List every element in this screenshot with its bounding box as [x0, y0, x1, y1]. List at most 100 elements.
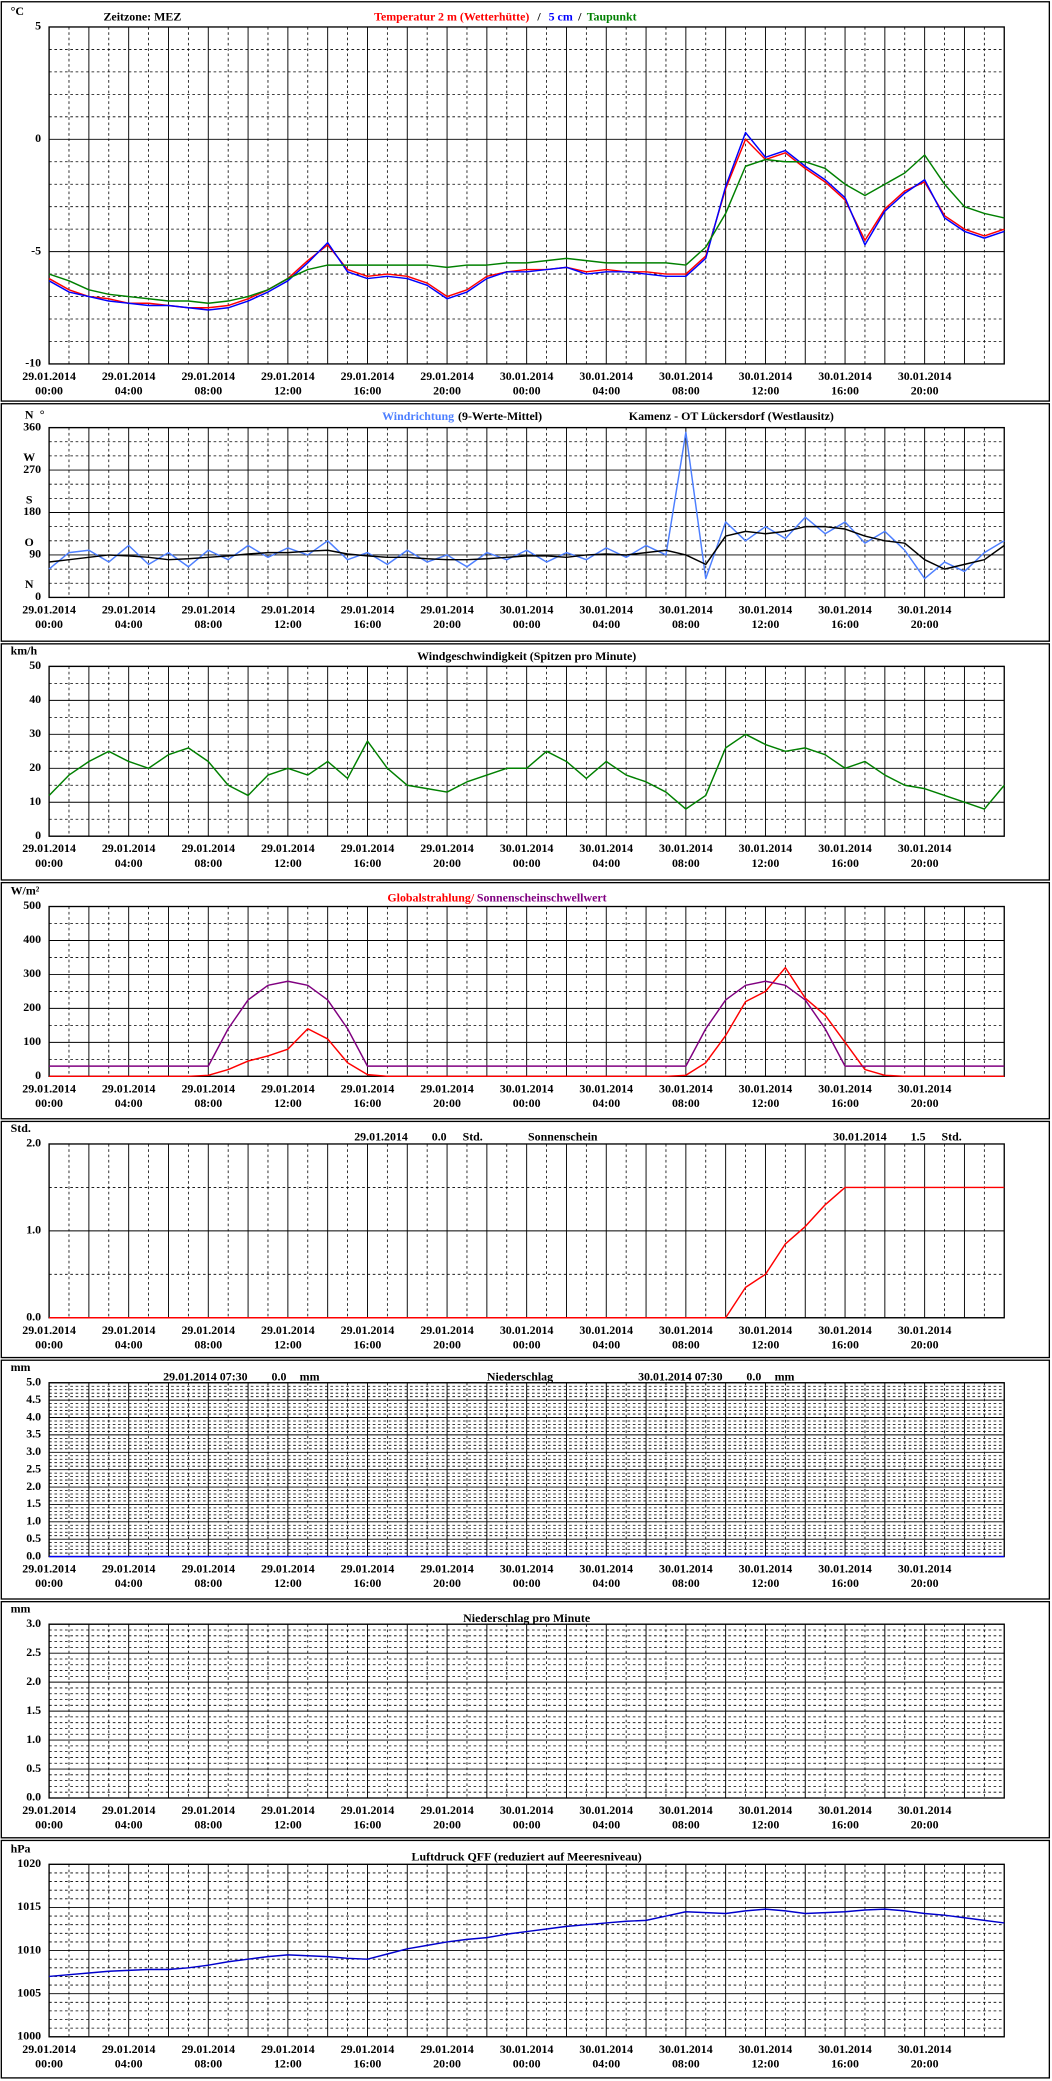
x-tick-date: 29.01.2014: [22, 602, 76, 616]
title-part: Std.: [463, 1129, 483, 1143]
unit-label: W/m²: [11, 884, 40, 898]
panel-frame: [0, 1839, 1051, 2079]
x-tick-time: 12:00: [274, 1096, 302, 1110]
title-part: Taupunkt: [587, 9, 637, 23]
y-tick-label: 1020: [17, 1856, 41, 1870]
x-tick-date: 29.01.2014: [341, 1081, 395, 1095]
x-tick-time: 20:00: [433, 384, 461, 398]
x-tick-time: 04:00: [115, 2056, 143, 2070]
unit-label: Std.: [11, 1121, 31, 1135]
x-tick-date: 29.01.2014: [261, 1562, 315, 1576]
x-tick-date: 30.01.2014: [659, 2042, 713, 2056]
y-tick-label: 400: [23, 932, 41, 946]
x-tick-time: 20:00: [911, 1096, 939, 1110]
y-tick-label: 3.5: [26, 1427, 41, 1441]
x-tick-time: 20:00: [433, 1576, 461, 1590]
y-tick-label: 180: [23, 504, 41, 518]
x-tick-time: 12:00: [752, 384, 780, 398]
x-tick-time: 00:00: [35, 617, 63, 631]
panel-frame: [0, 1600, 1051, 1839]
direction-label: N: [25, 577, 34, 591]
x-tick-date: 30.01.2014: [818, 1323, 872, 1337]
x-tick-date: 29.01.2014: [261, 602, 315, 616]
x-tick-date: 29.01.2014: [102, 369, 156, 383]
x-tick-time: 12:00: [274, 1576, 302, 1590]
unit-label: °C: [11, 4, 24, 18]
x-tick-date: 30.01.2014: [739, 1562, 793, 1576]
unit-label: °: [40, 407, 45, 421]
y-tick-label: 0.0: [26, 1790, 41, 1804]
y-tick-label: 0: [35, 131, 41, 145]
data-line: [48, 431, 1005, 580]
x-tick-date: 29.01.2014: [181, 369, 235, 383]
x-tick-time: 20:00: [911, 2056, 939, 2070]
x-tick-date: 29.01.2014: [181, 1323, 235, 1337]
x-tick-time: 04:00: [592, 2056, 620, 2070]
x-tick-time: 16:00: [354, 1096, 382, 1110]
y-tick-label: 2.5: [26, 1645, 41, 1659]
x-tick-date: 30.01.2014: [579, 841, 633, 855]
x-tick-date: 29.01.2014: [261, 1803, 315, 1817]
x-tick-time: 08:00: [194, 856, 222, 870]
x-tick-date: 29.01.2014: [22, 1803, 76, 1817]
data-line: [48, 525, 1005, 570]
x-tick-date: 30.01.2014: [579, 369, 633, 383]
direction-label: O: [25, 535, 34, 549]
x-tick-date: 30.01.2014: [579, 602, 633, 616]
x-tick-date: 29.01.2014: [181, 1803, 235, 1817]
x-tick-date: 29.01.2014: [420, 841, 474, 855]
y-tick-label: 0.0: [26, 1309, 41, 1323]
title-part: Std.: [941, 1129, 961, 1143]
unit-label: hPa: [11, 1841, 31, 1855]
y-tick-label: 3.0: [26, 1616, 41, 1630]
x-tick-date: 30.01.2014: [898, 1323, 952, 1337]
y-tick-label: 0: [35, 828, 41, 842]
x-tick-time: 08:00: [672, 617, 700, 631]
panel-title: 29.01.2014 0.0 Std.: [354, 1129, 483, 1143]
x-tick-date: 30.01.2014: [500, 2042, 554, 2056]
x-tick-date: 30.01.2014: [659, 1323, 713, 1337]
x-tick-date: 29.01.2014: [341, 1562, 395, 1576]
x-tick-date: 29.01.2014: [181, 2042, 235, 2056]
x-tick-date: 29.01.2014: [22, 841, 76, 855]
x-tick-time: 16:00: [354, 1818, 382, 1832]
panel-frame: [0, 881, 1051, 1120]
y-tick-label: 2.0: [26, 1479, 41, 1493]
x-tick-date: 30.01.2014: [898, 2042, 952, 2056]
y-tick-label: 10: [29, 794, 41, 808]
x-tick-time: 20:00: [433, 1818, 461, 1832]
x-tick-time: 04:00: [592, 617, 620, 631]
y-tick-label: 2.5: [26, 1461, 41, 1475]
x-tick-time: 16:00: [354, 2056, 382, 2070]
title-part: 0.0: [432, 1129, 447, 1143]
x-tick-date: 30.01.2014: [579, 1081, 633, 1095]
x-tick-time: 00:00: [35, 1576, 63, 1590]
x-tick-time: 04:00: [115, 1337, 143, 1351]
x-tick-date: 30.01.2014: [659, 1803, 713, 1817]
unit-label: mm: [11, 1360, 31, 1374]
x-tick-date: 29.01.2014: [420, 602, 474, 616]
panel-title: Sonnenschein: [528, 1129, 598, 1143]
panel-frame: [0, 403, 1051, 642]
panel-title: Windrichtung (9-Werte-Mittel): [382, 409, 542, 423]
data-line: [49, 966, 1005, 1078]
x-tick-date: 29.01.2014: [102, 1323, 156, 1337]
y-tick-label: 0.5: [26, 1761, 41, 1775]
panel-title: Windgeschwindigkeit (Spitzen pro Minute): [417, 649, 636, 663]
title-part: 0.0: [746, 1369, 761, 1383]
x-tick-date: 29.01.2014: [22, 1562, 76, 1576]
title-part: 30.01.2014 07:30: [638, 1369, 722, 1383]
x-tick-date: 30.01.2014: [500, 841, 554, 855]
x-tick-date: 30.01.2014: [500, 1803, 554, 1817]
plot-frame: [48, 1623, 1005, 1799]
x-tick-time: 20:00: [911, 384, 939, 398]
title-part: mm: [300, 1369, 320, 1383]
unit-label: mm: [11, 1601, 31, 1615]
x-tick-time: 08:00: [194, 617, 222, 631]
y-tick-label: 300: [23, 966, 41, 980]
y-tick-label: 1000: [17, 2029, 41, 2043]
x-tick-date: 30.01.2014: [579, 1323, 633, 1337]
x-tick-time: 20:00: [911, 617, 939, 631]
x-tick-date: 29.01.2014: [22, 1323, 76, 1337]
x-tick-time: 04:00: [592, 1576, 620, 1590]
